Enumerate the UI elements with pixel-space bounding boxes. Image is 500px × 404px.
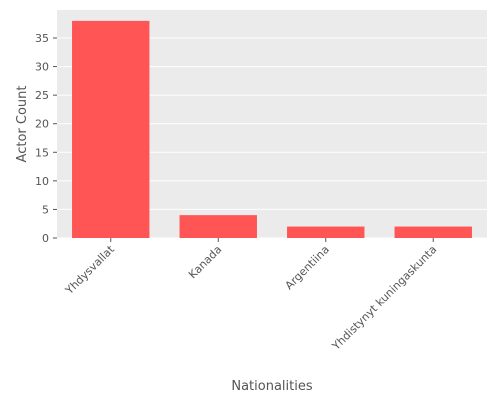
bar <box>394 226 472 238</box>
bar <box>287 226 365 238</box>
y-tick-label: 0 <box>42 232 49 245</box>
x-tick-label: Kanada <box>186 243 224 281</box>
x-tick-label: Yhdysvallat <box>62 242 117 297</box>
x-axis-label: Nationalities <box>231 379 312 394</box>
bar <box>179 215 257 238</box>
y-tick-label: 25 <box>35 89 49 102</box>
y-axis-ticks: 0 5 10 15 20 25 30 35 <box>35 32 57 245</box>
y-tick-label: 15 <box>35 146 49 159</box>
y-tick-label: 30 <box>35 61 49 74</box>
x-tick-label: Argentiina <box>283 243 332 292</box>
y-tick-label: 20 <box>35 118 49 131</box>
y-tick-label: 35 <box>35 32 49 45</box>
x-tick-label: Yhdistynyt kuningaskunta <box>329 243 439 353</box>
y-tick-label: 5 <box>42 203 49 216</box>
bar <box>72 20 150 238</box>
bars <box>72 20 472 238</box>
y-tick-label: 10 <box>35 175 49 188</box>
y-axis-label: Actor Count <box>15 86 30 163</box>
